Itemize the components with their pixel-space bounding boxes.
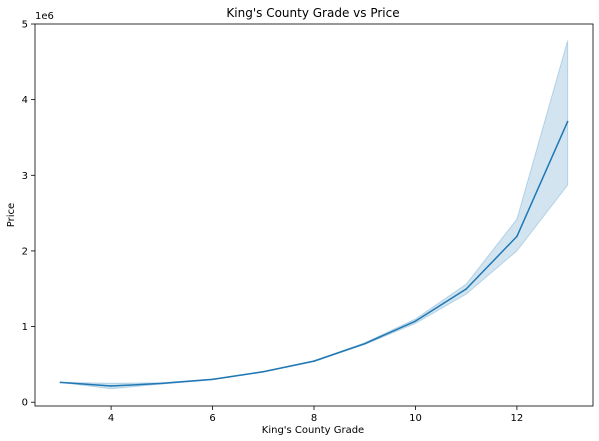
- y-offset-label: 1e6: [35, 11, 54, 22]
- confidence-band: [60, 40, 569, 390]
- y-tick-label: 4: [22, 95, 28, 106]
- data-point: [363, 342, 366, 345]
- y-tick-label: 5: [22, 20, 28, 31]
- data-point: [110, 385, 112, 387]
- plot-frame: [34, 23, 594, 407]
- x-tick-label: 12: [511, 413, 524, 424]
- data-point: [59, 381, 62, 384]
- x-tick-label: 6: [209, 413, 215, 424]
- data-point: [465, 288, 467, 290]
- x-tick-label: 4: [108, 413, 114, 424]
- x-tick-label: 10: [409, 413, 422, 424]
- chart-title: King's County Grade vs Price: [226, 6, 399, 20]
- data-point: [211, 378, 214, 381]
- data-point: [414, 320, 417, 322]
- x-tick-label: 8: [311, 413, 317, 424]
- data-point: [161, 382, 163, 385]
- x-axis-label: King's County Grade: [262, 425, 364, 436]
- data-point: [313, 360, 315, 362]
- data-point: [516, 235, 518, 238]
- y-tick-label: 3: [22, 171, 28, 182]
- data-point: [566, 120, 569, 123]
- y-tick-label: 2: [22, 246, 28, 257]
- y-axis-label: Price: [6, 203, 17, 227]
- data-point: [262, 370, 265, 373]
- y-tick-label: 1: [22, 322, 28, 333]
- y-tick-label: 0: [22, 398, 28, 409]
